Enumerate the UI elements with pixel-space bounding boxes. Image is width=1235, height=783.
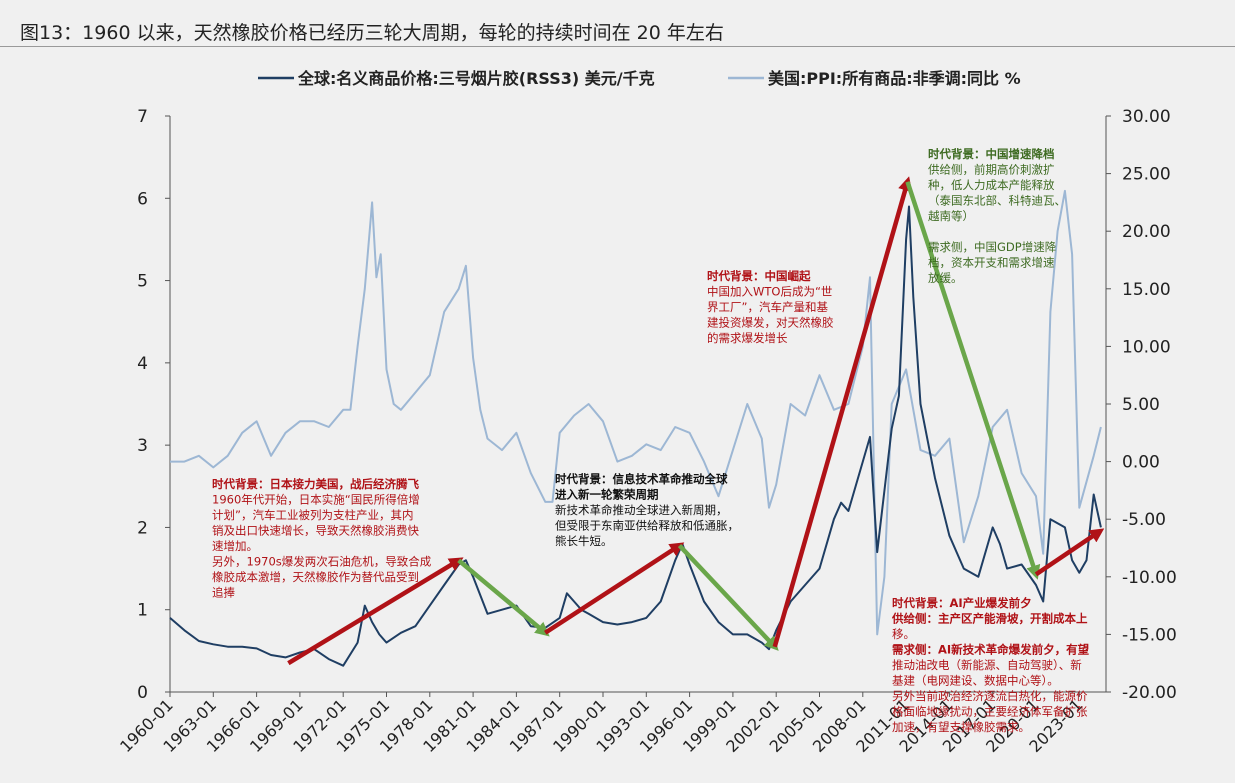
annotation-1-line: 销及出口快速增长，导致天然橡胶消费快 — [212, 524, 419, 538]
right-y-tick-label: 25.00 — [1122, 165, 1171, 185]
right-y-tick-label: -5.00 — [1122, 510, 1166, 530]
annotation-2-line: 进入新一轮繁荣周期 — [555, 488, 659, 502]
annotation-3-line: 中国加入WTO后成为“世 — [707, 285, 832, 299]
annotation-1-line: 追捧 — [212, 586, 235, 600]
right-y-tick-label: 20.00 — [1122, 222, 1171, 242]
legend-rss3-label: 全球:名义商品价格:三号烟片胶(RSS3) 美元/千克 — [297, 69, 655, 88]
annotation-3-line: 建投资爆发，对天然橡胶 — [707, 316, 834, 330]
right-y-tick-label: 30.00 — [1122, 107, 1171, 127]
title-divider — [0, 46, 1235, 47]
up-cycle-arrow — [287, 557, 464, 666]
up-cycle-arrow — [772, 176, 913, 648]
annotation-5-line: 移。 — [892, 627, 915, 641]
right-y-tick-label: -10.00 — [1122, 568, 1177, 588]
right-y-tick-label: 0.00 — [1122, 453, 1160, 473]
down-cycle-arrow — [677, 543, 779, 651]
right-y-tick-label: 5.00 — [1122, 395, 1160, 415]
annotation-1-line: 速增加。 — [212, 539, 258, 553]
annotation-1-line: 另外，1970s爆发两次石油危机，导致合成 — [212, 555, 432, 569]
annotation-4-line: 时代背景：中国增速降档 — [928, 147, 1055, 161]
annotation-3-line: 时代背景：中国崛起 — [707, 269, 811, 283]
right-y-tick-label: 10.00 — [1122, 337, 1171, 357]
annotation-5-line: 需求侧：AI新技术革命爆发前夕，有望 — [892, 643, 1090, 657]
annotation-3-line: 的需求爆发增长 — [707, 331, 788, 345]
annotation-5-line: 供给侧：主产区产能滑坡，开割成本上 — [891, 612, 1088, 626]
figure-title: 图13：1960 以来，天然橡胶价格已经历三轮大周期，每轮的持续时间在 20 年… — [20, 22, 724, 44]
legend-ppi-label: 美国:PPI:所有商品:非季调:同比 % — [768, 69, 1021, 88]
annotation-4-line: 越南等） — [928, 209, 974, 223]
annotation-4-line: 放缓。 — [928, 271, 963, 285]
annotation-3-line: 界工厂”，汽车产量和基 — [707, 300, 828, 314]
ppi-yoy-series-line — [170, 189, 1102, 636]
annotation-1-line: 1960年代开始，日本实施“国民所得倍增 — [212, 493, 420, 507]
right-y-tick-label: -15.00 — [1122, 625, 1177, 645]
annotation-4-line: 需求侧，中国GDP增速降 — [928, 240, 1057, 254]
left-y-tick-label: 1 — [137, 601, 148, 621]
annotation-4-line: 档，资本开支和需求增速 — [928, 256, 1055, 270]
annotation-1-line: 计划”，汽车工业被列为支柱产业，其内 — [212, 508, 413, 522]
left-y-tick-label: 6 — [137, 189, 148, 209]
annotation-5-line: 基建（电网建设、数据中心等）。 — [892, 674, 1059, 688]
left-y-tick-label: 3 — [137, 436, 148, 456]
annotation-2-line: 但受限于东南亚供给释放和低通胀， — [555, 519, 739, 533]
annotation-4-line: （泰国东北部、科特迪瓦、 — [928, 194, 1066, 208]
left-y-tick-label: 7 — [137, 107, 148, 127]
annotation-5-line: 推动油改电（新能源、自动驾驶）、新 — [892, 658, 1082, 672]
annotation-2-line: 熊长牛短。 — [555, 534, 613, 548]
up-cycle-arrow — [1034, 528, 1105, 577]
annotation-2-line: 新技术革命推动全球进入新周期， — [555, 503, 728, 517]
left-y-tick-label: 4 — [137, 354, 148, 374]
down-cycle-arrow — [905, 181, 1041, 580]
annotation-5-line: 格面临地缘扰动，主要经济体军备扩张 — [892, 705, 1088, 719]
annotation-5-line: 时代背景：AI产业爆发前夕 — [892, 596, 1032, 610]
annotation-4-line: 供给侧，前期高价刺激扩 — [928, 163, 1055, 177]
right-y-tick-label: 15.00 — [1122, 280, 1171, 300]
left-y-tick-label: 2 — [137, 518, 148, 538]
annotation-2-line: 时代背景：信息技术革命推动全球 — [555, 472, 728, 486]
right-y-tick-label: -20.00 — [1122, 683, 1177, 703]
annotation-5-line: 加速，有望支撑橡胶需求。 — [892, 720, 1030, 734]
up-cycle-arrow — [544, 542, 685, 635]
annotation-4-line: 种，低人力成本产能释放 — [928, 178, 1055, 192]
annotation-5-line: 另外当前政治经济逐流白热化，能源价 — [892, 689, 1088, 703]
left-y-tick-label: 0 — [137, 683, 148, 703]
annotation-1-line: 时代背景：日本接力美国，战后经济腾飞 — [212, 477, 419, 491]
down-cycle-arrow — [457, 558, 550, 637]
annotation-1-line: 橡胶成本激增，天然橡胶作为替代品受到 — [212, 570, 419, 584]
left-y-tick-label: 5 — [137, 272, 148, 292]
